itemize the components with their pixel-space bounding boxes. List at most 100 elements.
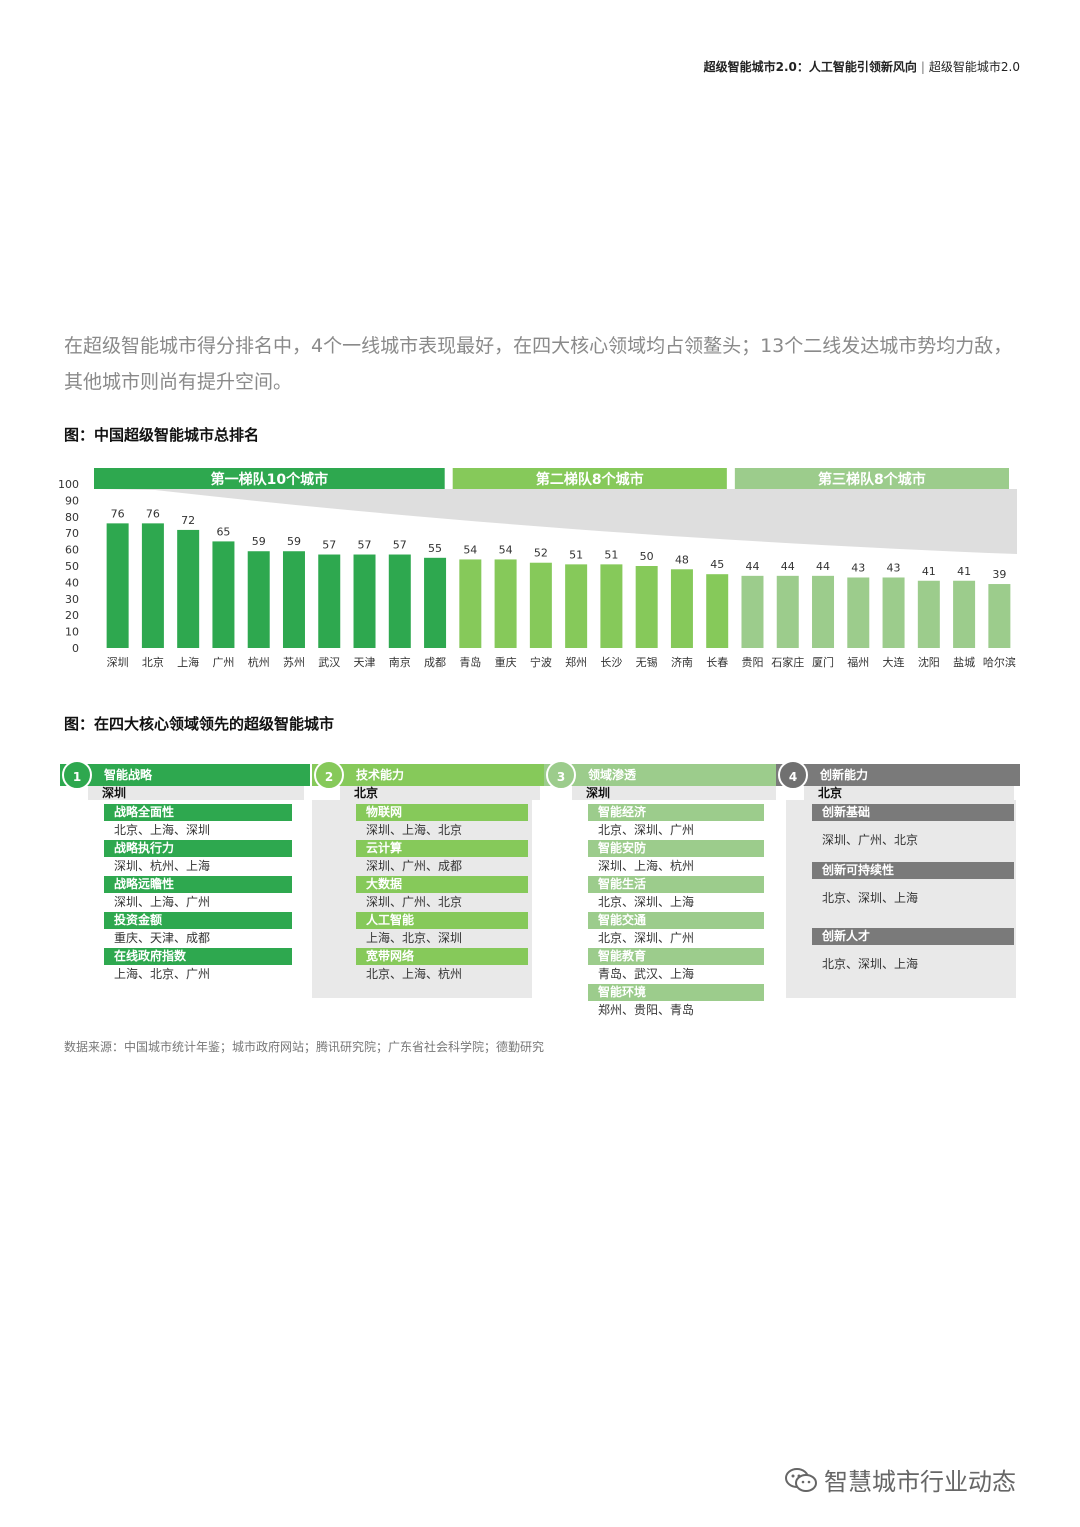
indicator-cities: 深圳、广州、成都 — [366, 859, 463, 873]
wechat-icon — [785, 1467, 817, 1492]
indicator-label: 宽带网络 — [356, 948, 528, 965]
bar-value-label: 55 — [428, 542, 442, 555]
domain-background — [312, 800, 532, 998]
bar-value-label: 52 — [534, 547, 548, 560]
indicator-cities: 北京、深圳、上海 — [822, 957, 919, 971]
domain-number-badge: 4 — [778, 760, 808, 790]
y-tick-label: 60 — [65, 544, 79, 557]
y-tick-label: 40 — [65, 576, 79, 589]
x-tick-label: 上海 — [177, 655, 199, 669]
tier-label: 第一梯队10个城市 — [211, 471, 328, 488]
bar — [988, 584, 1011, 648]
figure2-title: 图：在四大核心领域领先的超级智能城市 — [64, 715, 335, 733]
domain-header: 技术能力 — [312, 764, 546, 786]
bar — [917, 580, 940, 648]
domain-header: 领域渗透 — [544, 764, 782, 786]
domain-header: 创新能力 — [776, 764, 1020, 786]
bar-value-label: 44 — [816, 560, 830, 573]
bar — [141, 523, 164, 648]
figure1-title: 图：中国超级智能城市总排名 — [64, 426, 260, 444]
x-tick-label: 沈阳 — [918, 655, 940, 669]
indicator-label: 战略执行力 — [104, 840, 292, 857]
bar — [247, 551, 270, 648]
y-tick-label: 50 — [65, 560, 79, 573]
x-tick-label: 成都 — [424, 656, 446, 669]
indicator-cities: 深圳、上海、广州 — [114, 895, 211, 909]
indicator-cities: 深圳、上海、北京 — [366, 823, 463, 837]
indicator-cities: 青岛、武汉、上海 — [598, 967, 695, 981]
domain-number-badge: 1 — [62, 760, 92, 790]
bar-value-label: 43 — [887, 561, 901, 574]
y-tick-label: 20 — [65, 609, 79, 622]
bar-value-label: 41 — [922, 565, 936, 578]
bar-value-label: 48 — [675, 553, 689, 566]
watermark-text: 智慧城市行业动态 — [824, 1468, 1016, 1496]
x-tick-label: 贵阳 — [741, 656, 763, 669]
indicator-label: 云计算 — [356, 840, 528, 857]
x-tick-label: 长春 — [706, 656, 728, 669]
x-tick-label: 大连 — [883, 655, 905, 669]
bar — [565, 564, 588, 648]
tier-label: 第三梯队8个城市 — [818, 471, 926, 488]
bar — [177, 529, 200, 648]
domain-leader: 北京 — [804, 786, 1014, 800]
indicator-label: 大数据 — [356, 876, 528, 893]
x-tick-label: 重庆 — [495, 655, 517, 669]
indicator-cities: 深圳、广州、北京 — [822, 833, 919, 847]
tier-banner — [734, 468, 1009, 489]
bar — [282, 551, 305, 648]
indicator-label: 战略远瞻性 — [104, 876, 292, 893]
domain-leader: 北京 — [340, 786, 540, 800]
header-subtitle: 超级智能城市2.0 — [928, 60, 1020, 74]
bar — [318, 554, 341, 648]
core-domains-panel: 智能战略 1 深圳 战略全面性 北京、上海、深圳 战略执行力 深圳、杭州、上海 战略远瞻性 深圳… — [60, 760, 1020, 1030]
bar — [741, 575, 764, 648]
bar-value-label: 72 — [181, 514, 195, 527]
bar-value-label: 39 — [992, 568, 1006, 581]
indicator-label: 智能教育 — [588, 948, 764, 965]
bar — [882, 577, 905, 648]
indicator-cities: 北京、深圳、广州 — [598, 823, 695, 837]
bar — [424, 557, 447, 648]
indicator-cities: 北京、上海、深圳 — [114, 823, 211, 837]
bar-value-label: 57 — [393, 539, 407, 552]
tier-banner — [452, 468, 727, 489]
header-separator: | — [920, 60, 925, 74]
bar — [635, 566, 658, 648]
ranking-chart: 0 10 20 30 40 50 60 70 80 90 100 第一梯队10个城市 第二梯队8个城市 第… — [58, 468, 1017, 669]
indicator-label: 创新人才 — [812, 928, 1014, 945]
tier-label: 第二梯队8个城市 — [536, 471, 644, 488]
indicator-label: 战略全面性 — [104, 804, 292, 821]
x-tick-label: 青岛 — [459, 655, 481, 669]
bar-value-label: 59 — [252, 535, 266, 548]
bar — [106, 523, 129, 648]
indicator-cities: 北京、深圳、上海 — [822, 891, 919, 905]
y-tick-label: 70 — [65, 527, 79, 540]
bar-value-label: 50 — [640, 550, 654, 563]
bar-value-label: 76 — [146, 507, 160, 520]
x-tick-label: 天津 — [354, 656, 376, 669]
bar — [953, 580, 976, 648]
bar-value-label: 57 — [358, 539, 372, 552]
domain-background — [786, 800, 1016, 998]
indicator-label: 智能环境 — [588, 984, 764, 1001]
indicator-cities: 深圳、杭州、上海 — [114, 859, 211, 873]
domain-number-badge: 3 — [546, 760, 576, 790]
bar-value-label: 43 — [851, 561, 865, 574]
bar — [353, 554, 376, 648]
indicator-label: 智能经济 — [588, 804, 764, 821]
x-tick-label: 广州 — [212, 656, 234, 669]
x-tick-label: 深圳 — [107, 656, 129, 669]
watermark: 智慧城市行业动态 — [784, 1462, 1016, 1497]
indicator-cities: 上海、北京、广州 — [114, 967, 211, 981]
bar-value-label: 51 — [604, 548, 618, 561]
x-tick-label: 北京 — [142, 655, 164, 669]
bar-value-label: 45 — [710, 558, 724, 571]
x-tick-label: 哈尔滨 — [983, 655, 1016, 669]
indicator-label: 创新基础 — [812, 804, 1014, 821]
bar-value-label: 41 — [957, 565, 971, 578]
tier-trend-area — [100, 489, 1017, 554]
indicator-label: 智能安防 — [588, 840, 764, 857]
indicator-label: 在线政府指数 — [104, 948, 292, 965]
x-tick-label: 苏州 — [283, 656, 305, 669]
